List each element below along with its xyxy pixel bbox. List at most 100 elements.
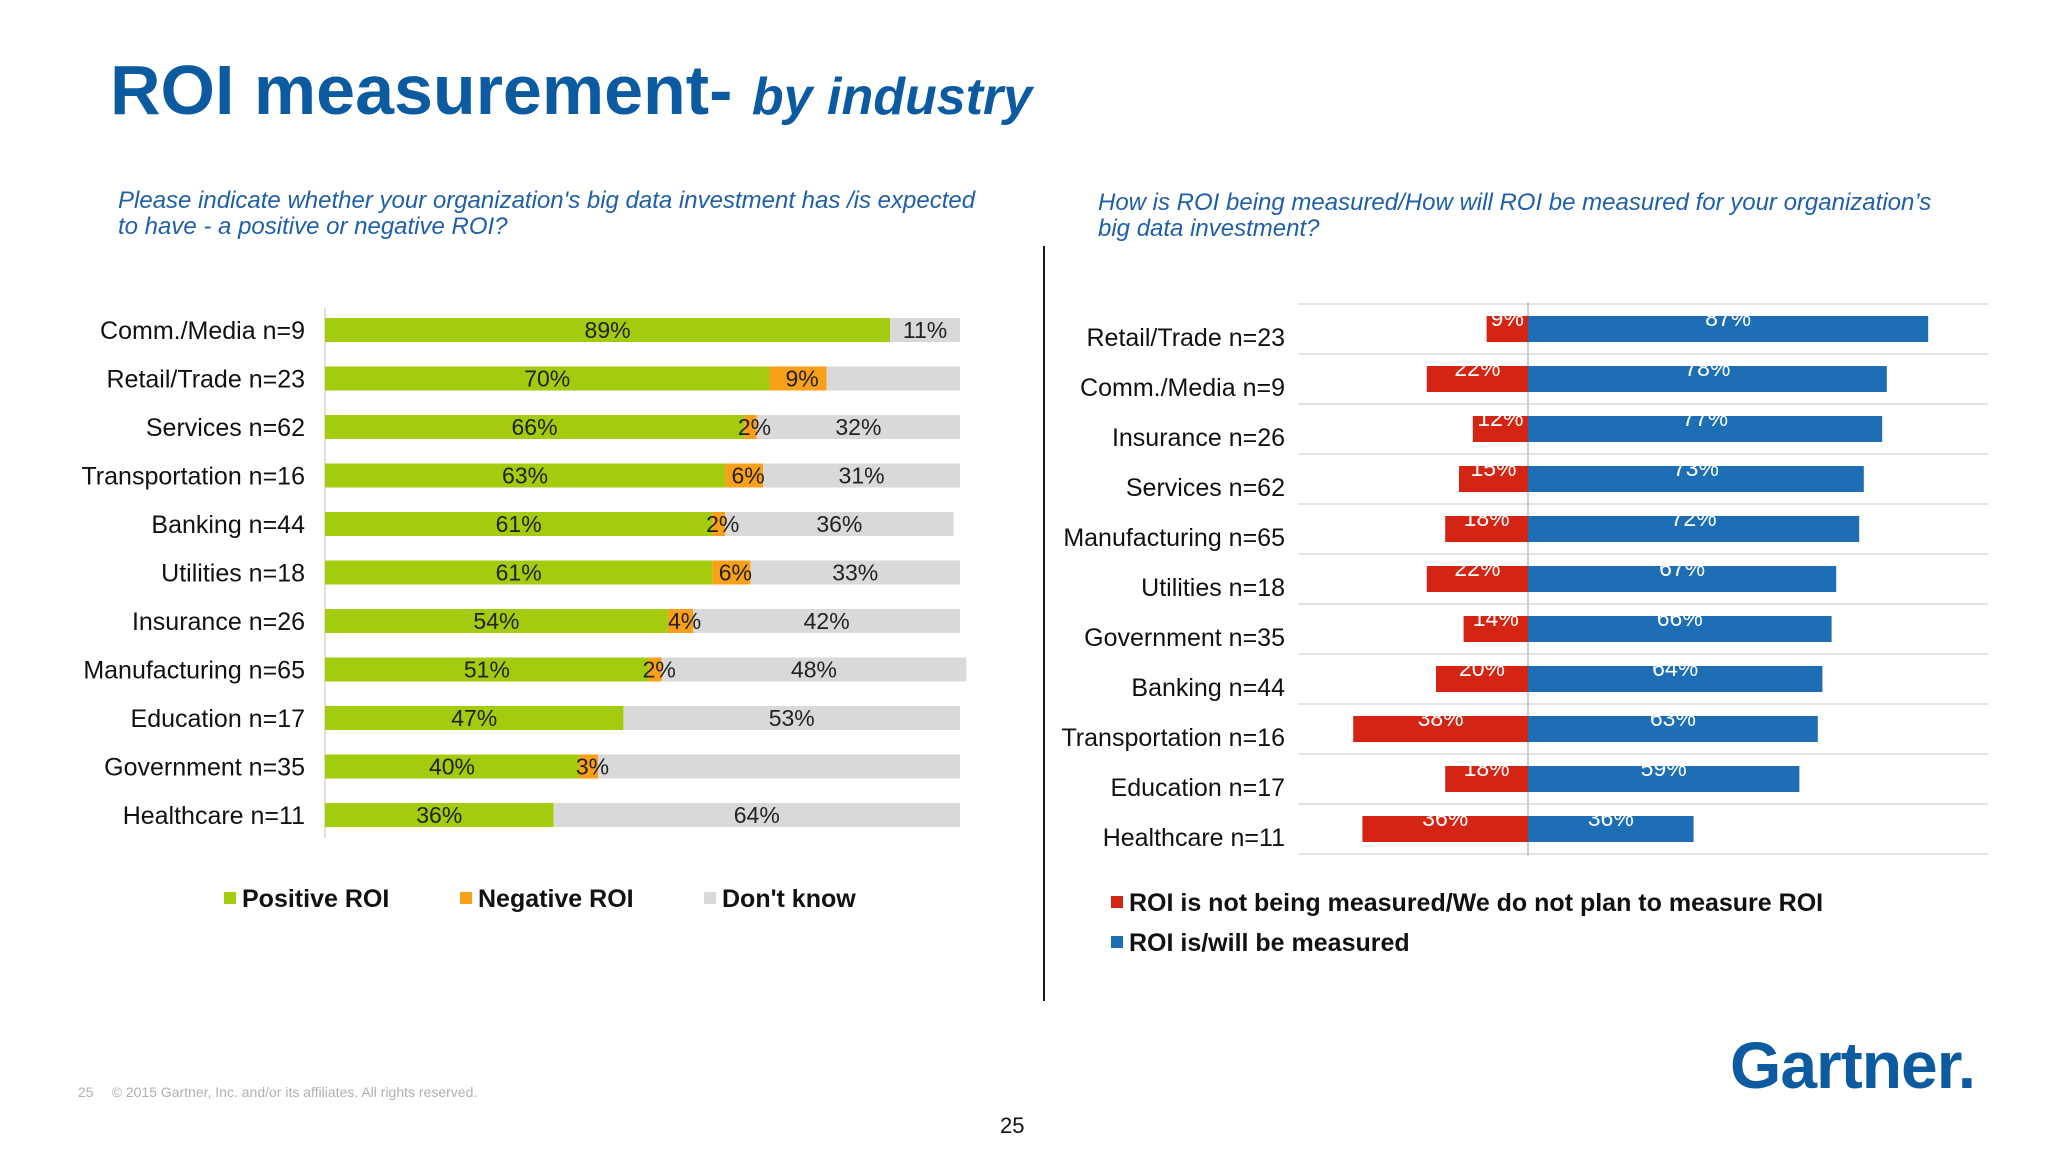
legend-swatch bbox=[1111, 896, 1123, 908]
page-number: 25 bbox=[1000, 1113, 1025, 1138]
bar-not-measured-transportation-n-16 bbox=[1353, 716, 1528, 742]
value-label-don-t-know-education-n-17: 53% bbox=[769, 705, 815, 731]
bar-positive-roi-healthcare-n-11 bbox=[325, 803, 554, 827]
value-label-positive-roi-comm-media-n-9: 89% bbox=[585, 317, 631, 343]
value-label-measured-healthcare-n-11: 36% bbox=[1588, 805, 1634, 831]
bar-don-t-know-government-n-35 bbox=[598, 754, 960, 779]
value-label-positive-roi-healthcare-n-11: 36% bbox=[416, 802, 462, 828]
legend-item-measured: ROI is/will be measured bbox=[1111, 929, 1410, 958]
category-label-comm-media-n-9: Comm./Media n=9 bbox=[100, 317, 305, 345]
legend-swatch bbox=[704, 892, 716, 904]
bar-measured-banking-n-44 bbox=[1528, 666, 1823, 692]
bar-measured-comm-media-n-9 bbox=[1528, 366, 1887, 392]
category-label-services-n-62: Services n=62 bbox=[1126, 474, 1285, 502]
bar-positive-roi-utilities-n-18 bbox=[325, 560, 713, 585]
bar-don-t-know-comm-media-n-9 bbox=[890, 318, 960, 342]
bar-negative-roi-insurance-n-26 bbox=[667, 609, 694, 633]
category-label-retail-trade-n-23: Retail/Trade n=23 bbox=[1087, 324, 1286, 352]
value-label-measured-retail-trade-n-23: 87% bbox=[1705, 305, 1751, 331]
footer-copyright: © 2015 Gartner, Inc. and/or its affiliat… bbox=[111, 1084, 478, 1100]
bar-measured-manufacturing-n-65 bbox=[1528, 516, 1860, 542]
legend-swatch bbox=[460, 892, 472, 904]
category-label-transportation-n-16: Transportation n=16 bbox=[1061, 724, 1285, 752]
category-label-insurance-n-26: Insurance n=26 bbox=[1112, 424, 1285, 452]
value-label-measured-services-n-62: 73% bbox=[1673, 455, 1719, 481]
bar-don-t-know-education-n-17 bbox=[623, 706, 960, 730]
bar-measured-government-n-35 bbox=[1528, 616, 1832, 642]
bar-measured-transportation-n-16 bbox=[1528, 716, 1818, 742]
bar-measured-insurance-n-26 bbox=[1528, 416, 1883, 442]
value-label-positive-roi-services-n-62: 66% bbox=[512, 414, 558, 440]
roi-measurement-diverging-bar-chart: Retail/Trade n=23 9% 87% Comm./Media n=9 22%… bbox=[1061, 302, 1988, 856]
legend-item-not-measured: ROI is not being measured/We do not plan… bbox=[1111, 889, 1823, 918]
bar-positive-roi-retail-trade-n-23 bbox=[325, 366, 770, 391]
value-label-measured-education-n-17: 59% bbox=[1641, 755, 1687, 781]
value-label-not-measured-government-n-35: 14% bbox=[1473, 605, 1519, 631]
bar-measured-services-n-62 bbox=[1528, 466, 1864, 492]
bar-not-measured-manufacturing-n-65 bbox=[1445, 516, 1528, 542]
bar-positive-roi-manufacturing-n-65 bbox=[325, 657, 649, 682]
category-label-healthcare-n-11: Healthcare n=11 bbox=[123, 802, 305, 830]
chart-divider bbox=[1043, 246, 1045, 1001]
bar-not-measured-healthcare-n-11 bbox=[1362, 816, 1528, 842]
value-label-don-t-know-services-n-62: 32% bbox=[835, 414, 881, 440]
category-label-utilities-n-18: Utilities n=18 bbox=[161, 560, 305, 588]
value-label-not-measured-services-n-62: 15% bbox=[1470, 455, 1516, 481]
gartner-logo: Gartner. bbox=[1730, 1028, 1976, 1102]
bar-not-measured-utilities-n-18 bbox=[1426, 566, 1528, 592]
bar-don-t-know-utilities-n-18 bbox=[750, 560, 960, 585]
value-label-negative-roi-services-n-62: 2% bbox=[738, 414, 771, 440]
value-label-not-measured-healthcare-n-11: 36% bbox=[1422, 805, 1468, 831]
bar-don-t-know-insurance-n-26 bbox=[693, 609, 960, 633]
category-label-insurance-n-26: Insurance n=26 bbox=[132, 608, 305, 636]
value-label-not-measured-insurance-n-26: 12% bbox=[1477, 405, 1523, 431]
footer: 25 © 2015 Gartner, Inc. and/or its affili… bbox=[78, 1084, 495, 1100]
category-label-services-n-62: Services n=62 bbox=[146, 414, 305, 442]
right-chart-question: How is ROI being measured/How will ROI b… bbox=[1098, 189, 1932, 242]
roi-outlook-stacked-bar-chart: Comm./Media n=9 Retail/Trade n=23 Services… bbox=[81, 308, 967, 838]
value-label-measured-transportation-n-16: 63% bbox=[1650, 705, 1696, 731]
bar-don-t-know-transportation-n-16 bbox=[763, 463, 960, 488]
bar-don-t-know-healthcare-n-11 bbox=[553, 803, 960, 827]
value-label-don-t-know-manufacturing-n-65: 48% bbox=[791, 657, 837, 683]
value-label-measured-utilities-n-18: 67% bbox=[1659, 555, 1705, 581]
value-label-not-measured-retail-trade-n-23: 9% bbox=[1491, 305, 1524, 331]
bar-positive-roi-education-n-17 bbox=[325, 706, 624, 730]
legend-item-positive-roi: Positive ROI bbox=[224, 885, 389, 914]
bar-positive-roi-insurance-n-26 bbox=[325, 609, 668, 633]
footer-page: 25 bbox=[78, 1084, 94, 1100]
value-label-positive-roi-utilities-n-18: 61% bbox=[496, 560, 542, 586]
left-chart-question: Please indicate whether your organizatio… bbox=[118, 187, 976, 240]
bar-negative-roi-retail-trade-n-23 bbox=[769, 366, 827, 391]
value-label-don-t-know-healthcare-n-11: 64% bbox=[734, 802, 780, 828]
bar-positive-roi-comm-media-n-9 bbox=[325, 318, 891, 342]
value-label-measured-comm-media-n-9: 78% bbox=[1684, 355, 1730, 381]
bar-negative-roi-government-n-35 bbox=[579, 754, 599, 779]
bar-positive-roi-government-n-35 bbox=[325, 754, 579, 779]
legend-item-dont-know: Don't know bbox=[704, 885, 856, 914]
value-label-not-measured-utilities-n-18: 22% bbox=[1454, 555, 1500, 581]
legend-item-negative-roi: Negative ROI bbox=[460, 885, 634, 914]
value-label-measured-government-n-35: 66% bbox=[1657, 605, 1703, 631]
value-label-positive-roi-education-n-17: 47% bbox=[451, 705, 497, 731]
legend-swatch bbox=[1111, 936, 1123, 948]
category-label-education-n-17: Education n=17 bbox=[1111, 774, 1285, 802]
bar-positive-roi-transportation-n-16 bbox=[325, 463, 726, 488]
value-label-not-measured-transportation-n-16: 38% bbox=[1418, 705, 1464, 731]
legend-swatch bbox=[224, 892, 236, 904]
value-label-measured-insurance-n-26: 77% bbox=[1682, 405, 1728, 431]
value-label-positive-roi-insurance-n-26: 54% bbox=[473, 608, 519, 634]
bar-don-t-know-manufacturing-n-65 bbox=[661, 657, 967, 682]
value-label-not-measured-comm-media-n-9: 22% bbox=[1454, 355, 1500, 381]
category-label-government-n-35: Government n=35 bbox=[104, 754, 305, 782]
category-label-healthcare-n-11: Healthcare n=11 bbox=[1103, 824, 1285, 852]
bar-measured-healthcare-n-11 bbox=[1528, 816, 1694, 842]
value-label-negative-roi-utilities-n-18: 6% bbox=[719, 560, 752, 586]
value-label-don-t-know-insurance-n-26: 42% bbox=[804, 608, 850, 634]
bar-measured-education-n-17 bbox=[1528, 766, 1800, 792]
value-label-don-t-know-comm-media-n-9: 11% bbox=[903, 317, 947, 343]
value-label-negative-roi-government-n-35: 3% bbox=[576, 754, 609, 780]
category-label-banking-n-44: Banking n=44 bbox=[151, 511, 305, 539]
bar-don-t-know-retail-trade-n-23 bbox=[826, 366, 960, 391]
bar-measured-retail-trade-n-23 bbox=[1528, 316, 1929, 342]
